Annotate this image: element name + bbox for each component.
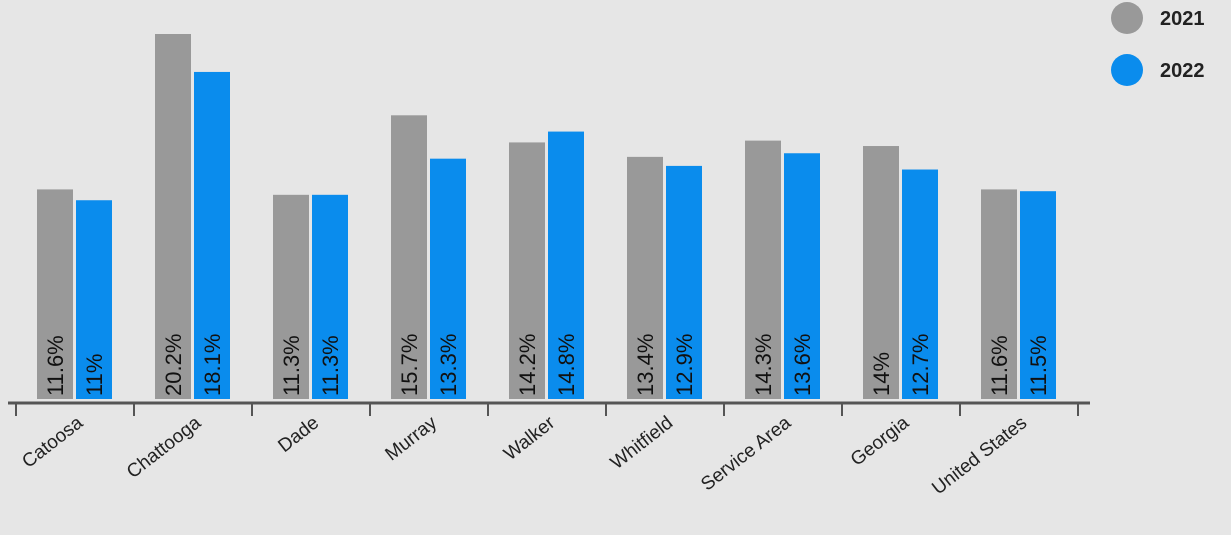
bar-2022-murray[interactable] [430,158,466,399]
bar-2021-georgia[interactable] [863,146,899,399]
bar-2022-united-states[interactable] [1020,191,1056,399]
data-label-2022-walker: 14.8% [554,334,579,396]
data-label-2021-service-area: 14.3% [751,334,776,396]
bar-2022-catoosa[interactable] [76,200,112,399]
data-label-2022-whitfield: 12.9% [672,334,697,396]
bar-2021-united-states[interactable] [981,189,1017,399]
data-label-2021-whitfield: 13.4% [633,334,658,396]
bar-2021-catoosa[interactable] [37,189,73,399]
data-label-2021-united-states: 11.6% [987,335,1012,396]
legend-marker-2021 [1111,2,1143,34]
bar-2021-whitfield[interactable] [627,156,663,399]
bar-2021-service-area[interactable] [745,140,781,399]
category-label-chattooga: Chattooga [123,412,205,483]
bar-2022-whitfield[interactable] [666,165,702,399]
category-label-catoosa: Catoosa [18,412,87,472]
legend-label-2022: 2022 [1160,60,1205,82]
legend-item-2021[interactable]: 2021 [1111,2,1205,34]
category-label-walker: Walker [500,412,559,465]
data-label-2021-chattooga: 20.2% [161,334,186,396]
data-label-2021-walker: 14.2% [515,334,540,396]
data-label-2022-georgia: 12.7% [908,334,933,396]
category-label-murray: Murray [382,412,442,465]
data-label-2022-dade: 11.3% [318,335,343,396]
bar-2021-walker[interactable] [509,142,545,400]
legend: 2021 2022 [1111,2,1205,86]
bar-2021-dade[interactable] [273,194,309,399]
bars-group [37,34,1056,400]
legend-item-2022[interactable]: 2022 [1111,54,1205,86]
data-label-2021-catoosa: 11.6% [43,335,68,396]
bar-2021-chattooga[interactable] [155,34,191,399]
bar-2022-walker[interactable] [548,131,584,399]
category-label-whitfield: Whitfield [607,412,677,473]
category-label-dade: Dade [274,412,323,457]
bar-2022-dade[interactable] [312,194,348,399]
data-label-2022-service-area: 13.6% [790,334,815,396]
category-label-georgia: Georgia [847,412,914,470]
data-label-2021-murray: 15.7% [397,334,422,396]
legend-label-2021: 2021 [1160,8,1205,30]
data-label-2022-chattooga: 18.1% [200,334,225,396]
bar-2022-georgia[interactable] [902,169,938,399]
bar-2022-chattooga[interactable] [194,71,230,399]
data-labels-group: 11.6% 11% 20.2% 18.1% 11.3% 11.3% 15.7% 13.3% 14… [43,334,1051,396]
legend-marker-2022 [1111,54,1143,86]
data-label-2022-murray: 13.3% [436,334,461,396]
x-axis: Catoosa Chattooga Dade Murray Walker Whitfiel… [8,401,1090,499]
data-label-2022-catoosa: 11% [82,354,107,396]
data-label-2021-georgia: 14% [869,352,894,396]
category-label-service-area: Service Area [697,412,795,495]
bar-2022-service-area[interactable] [784,153,820,399]
bar-2021-murray[interactable] [391,115,427,399]
data-label-2021-dade: 11.3% [279,335,304,396]
data-label-2022-united-states: 11.5% [1026,335,1051,396]
category-label-united-states: United States [928,412,1031,499]
